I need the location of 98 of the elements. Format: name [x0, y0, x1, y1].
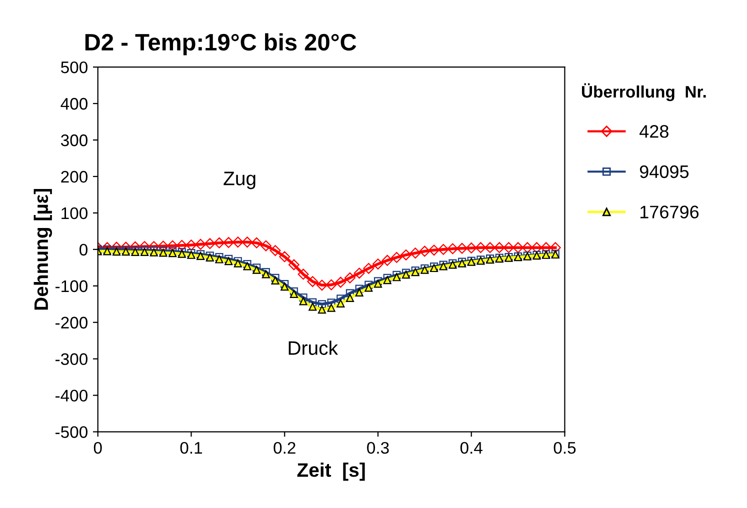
point	[372, 258, 384, 270]
point	[364, 284, 373, 292]
point	[466, 242, 477, 254]
x-tick-label: 0.3	[367, 442, 389, 454]
point	[400, 249, 412, 260]
point	[382, 254, 393, 266]
point	[290, 290, 298, 298]
x-tick-label: 0.2	[274, 442, 296, 454]
point	[383, 276, 392, 284]
point	[290, 287, 298, 296]
point	[204, 238, 216, 250]
point	[242, 236, 253, 248]
point	[484, 242, 496, 254]
point	[374, 280, 382, 288]
point	[327, 298, 336, 307]
x-tick-label: 0	[94, 442, 102, 454]
point	[512, 242, 524, 254]
legend-label: 94095	[640, 165, 689, 178]
point	[307, 276, 318, 287]
point	[392, 273, 401, 282]
point	[391, 252, 402, 263]
point	[355, 288, 364, 296]
y-tick-label: 200	[61, 170, 88, 183]
point	[176, 240, 188, 251]
point	[419, 246, 430, 257]
point	[271, 276, 280, 284]
point	[223, 237, 234, 248]
point	[308, 302, 317, 311]
point	[326, 279, 337, 290]
point	[280, 280, 289, 288]
y-tick-label: -300	[56, 353, 88, 366]
point	[270, 245, 281, 256]
point	[167, 240, 178, 252]
legend-label: 176796	[640, 206, 699, 218]
point	[428, 244, 440, 256]
point	[280, 282, 289, 291]
y-tick-label: 100	[62, 207, 88, 220]
point	[186, 240, 197, 251]
annotation: Zug	[224, 172, 256, 190]
point	[195, 238, 206, 250]
x-tick-label: 0.1	[180, 442, 202, 454]
y-tick-label: 300	[60, 134, 88, 146]
point	[288, 259, 300, 270]
point	[279, 251, 290, 262]
x-tick-label: 0.5	[554, 442, 576, 454]
legend-title: Überrollung Nr.	[582, 83, 706, 102]
x-tick-label: 0.4	[460, 442, 482, 454]
point	[251, 237, 262, 248]
y-tick-label: 500	[60, 61, 88, 74]
y-tick-label: -100	[56, 280, 88, 292]
point	[299, 294, 308, 302]
point	[299, 297, 308, 306]
point	[383, 274, 392, 282]
point	[260, 240, 272, 252]
point	[438, 244, 449, 255]
point	[335, 276, 346, 288]
point	[363, 262, 374, 274]
point	[336, 299, 345, 308]
annotation: Druck	[288, 340, 338, 355]
point	[271, 274, 280, 282]
point	[298, 268, 309, 280]
point	[327, 304, 336, 312]
point	[346, 294, 354, 302]
y-axis-title: Dehnung [µε]	[34, 189, 52, 310]
point	[364, 280, 373, 289]
point	[214, 237, 225, 248]
point	[318, 306, 326, 314]
legend-label: 428	[640, 125, 668, 138]
point	[374, 277, 382, 286]
point	[475, 242, 486, 254]
point	[224, 257, 233, 266]
y-tick-label: -200	[56, 316, 88, 329]
point	[355, 284, 364, 293]
point	[224, 254, 233, 263]
point	[336, 294, 345, 303]
point	[503, 242, 514, 254]
point	[456, 242, 468, 254]
y-tick-label: 0	[80, 244, 88, 256]
point	[540, 242, 552, 254]
point	[316, 280, 328, 291]
point	[410, 248, 421, 259]
point	[344, 272, 356, 284]
point	[354, 268, 365, 279]
point	[494, 242, 505, 254]
chart-title: D2 - Temp:19°C bis 20°C	[85, 33, 356, 56]
point	[522, 242, 533, 254]
point	[318, 300, 326, 308]
x-axis-title: Zeit [s]	[297, 462, 365, 481]
point	[447, 243, 458, 254]
y-tick-label: -400	[56, 390, 88, 402]
point	[531, 242, 542, 254]
point	[232, 236, 244, 248]
y-tick-label: -500	[56, 426, 88, 438]
point	[308, 298, 317, 306]
y-tick-label: 400	[60, 98, 88, 110]
point	[392, 270, 401, 279]
point	[346, 289, 354, 298]
point	[550, 242, 561, 254]
